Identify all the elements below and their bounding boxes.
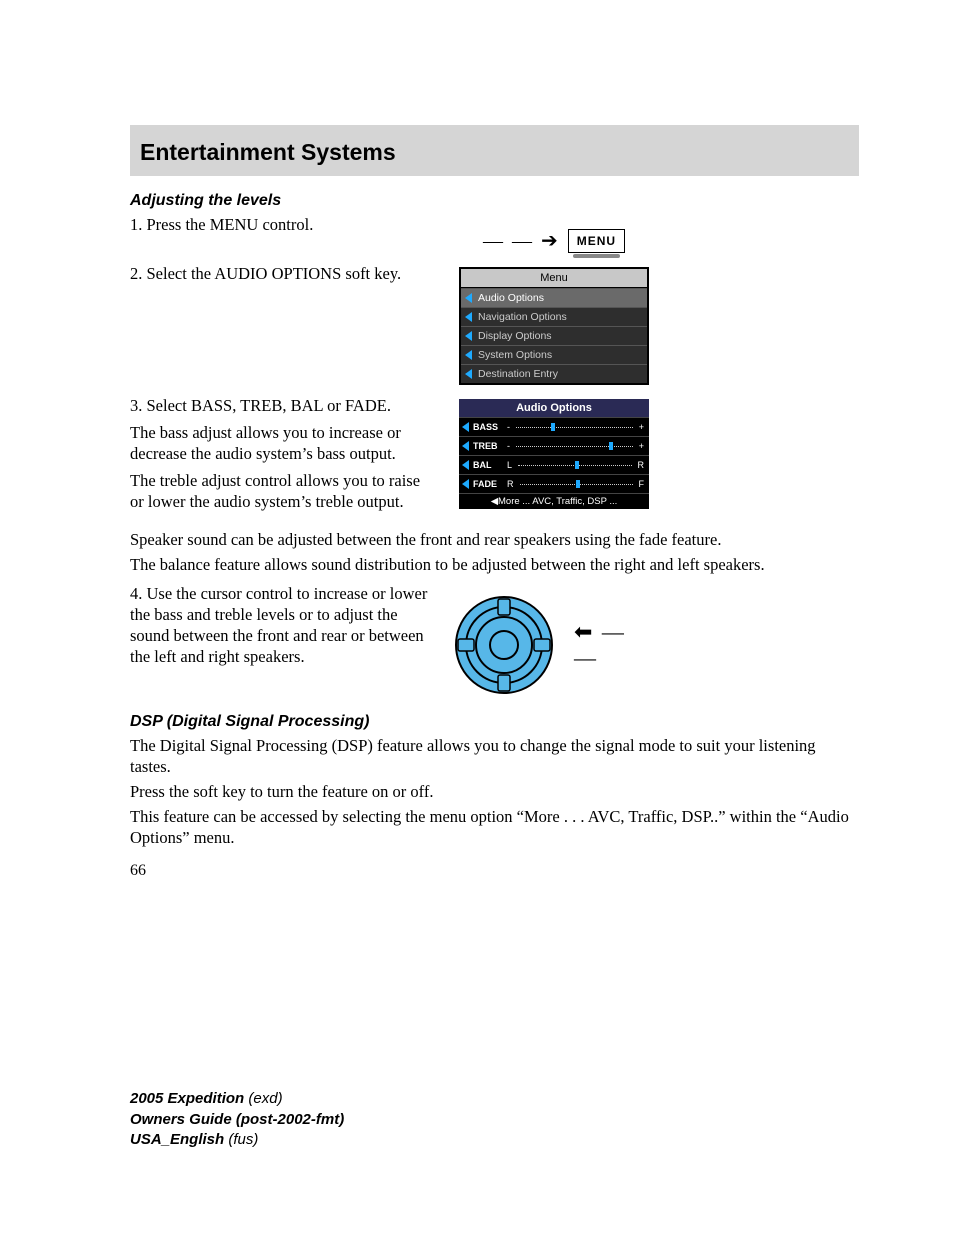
menu-item-label: Navigation Options xyxy=(478,311,567,323)
audio-more-row: ◀More ... AVC, Traffic, DSP ... xyxy=(459,493,649,509)
arrow-right-icon: — — ➔ xyxy=(483,228,560,253)
heading-adjusting-levels: Adjusting the levels xyxy=(130,192,859,210)
slider-min: - xyxy=(507,441,510,451)
dsp-para3: This feature can be accessed by selectin… xyxy=(130,806,859,848)
slider-track xyxy=(516,439,633,453)
audio-row-label: TREB xyxy=(473,441,501,451)
audio-row-label: BASS xyxy=(473,422,501,432)
audio-row: BAL L R xyxy=(459,455,649,474)
footer-lang: USA_English xyxy=(130,1131,224,1148)
audio-options-figure: Audio Options BASS - + TREB - + xyxy=(459,399,649,509)
triangle-left-icon xyxy=(465,312,472,322)
step1-text: 1. Press the MENU control. xyxy=(130,214,430,235)
footer-model-code: (exd) xyxy=(244,1090,282,1107)
page-number: 66 xyxy=(130,862,859,880)
menu-item: System Options xyxy=(461,345,647,364)
dsp-para2: Press the soft key to turn the feature o… xyxy=(130,781,859,802)
slider-max: R xyxy=(638,460,645,470)
page-title: Entertainment Systems xyxy=(140,139,849,166)
arrow-left-icon: ⬅ — — xyxy=(574,619,654,671)
slider-max: F xyxy=(639,479,645,489)
menu-item-label: Destination Entry xyxy=(478,368,558,380)
triangle-left-icon xyxy=(462,441,469,451)
menu-button-label: MENU xyxy=(568,229,625,253)
audio-row-label: FADE xyxy=(473,479,501,489)
slider-min: R xyxy=(507,479,514,489)
slider-track xyxy=(518,458,631,472)
slider-track xyxy=(516,420,633,434)
triangle-left-icon xyxy=(462,422,469,432)
triangle-left-icon xyxy=(465,350,472,360)
step3-para4: The balance feature allows sound distrib… xyxy=(130,554,859,575)
audio-row: FADE R F xyxy=(459,474,649,493)
step3-para2: The treble adjust control allows you to … xyxy=(130,470,430,512)
audio-row-label: BAL xyxy=(473,460,501,470)
audio-row: TREB - + xyxy=(459,436,649,455)
menu-item-label: Audio Options xyxy=(478,292,544,304)
step3-para3: Speaker sound can be adjusted between th… xyxy=(130,529,859,550)
menu-screen-figure: Menu Audio Options Navigation Options Di… xyxy=(459,267,649,385)
menu-item: Audio Options xyxy=(461,288,647,307)
menu-item-label: Display Options xyxy=(478,330,552,342)
step3-text: 3. Select BASS, TREB, BAL or FADE. xyxy=(130,395,430,416)
slider-max: + xyxy=(639,441,644,451)
dial-icon xyxy=(454,595,564,695)
menu-button-figure: — — ➔ MENU xyxy=(483,228,625,253)
menu-screen-title: Menu xyxy=(461,269,647,288)
slider-max: + xyxy=(639,422,644,432)
triangle-left-icon xyxy=(462,479,469,489)
menu-item: Display Options xyxy=(461,326,647,345)
menu-item: Navigation Options xyxy=(461,307,647,326)
footer-lang-code: (fus) xyxy=(224,1131,258,1148)
section-header-bar: Entertainment Systems xyxy=(130,125,859,176)
menu-item: Destination Entry xyxy=(461,364,647,383)
heading-dsp: DSP (Digital Signal Processing) xyxy=(130,713,859,731)
menu-item-label: System Options xyxy=(478,349,552,361)
slider-min: L xyxy=(507,460,512,470)
step2-text: 2. Select the AUDIO OPTIONS soft key. xyxy=(130,263,430,284)
triangle-left-icon xyxy=(465,331,472,341)
slider-track xyxy=(520,477,633,491)
triangle-left-icon xyxy=(462,460,469,470)
audio-row: BASS - + xyxy=(459,417,649,436)
footer-guide: Owners Guide (post-2002-fmt) xyxy=(130,1110,344,1130)
footer: 2005 Expedition (exd) Owners Guide (post… xyxy=(130,1089,344,1150)
step4-text: 4. Use the cursor control to increase or… xyxy=(130,583,430,667)
triangle-left-icon xyxy=(465,369,472,379)
dsp-para1: The Digital Signal Processing (DSP) feat… xyxy=(130,735,859,777)
footer-model: 2005 Expedition xyxy=(130,1090,244,1107)
audio-screen-title: Audio Options xyxy=(459,399,649,417)
triangle-left-icon xyxy=(465,293,472,303)
slider-min: - xyxy=(507,422,510,432)
step3-para1: The bass adjust allows you to increase o… xyxy=(130,422,430,464)
cursor-dial-figure: ⬅ — — xyxy=(454,595,654,695)
